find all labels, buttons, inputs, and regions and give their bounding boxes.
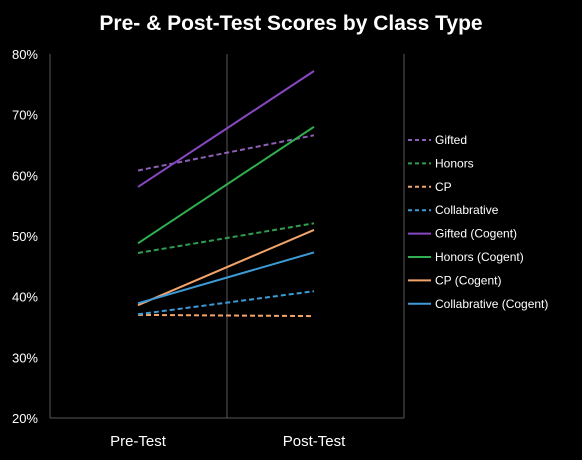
- y-tick-label: 40%: [12, 290, 38, 305]
- series-line: [137, 70, 315, 188]
- legend-label: Collabrative: [435, 203, 499, 217]
- legend-label: Honors: [435, 156, 474, 170]
- y-tick-label: 60%: [12, 168, 38, 183]
- x-category-label: Post-Test: [283, 433, 346, 450]
- legend-label: CP: [435, 180, 452, 194]
- y-tick-label: 30%: [12, 350, 38, 365]
- legend-label: Honors (Cogent): [435, 250, 524, 264]
- series-line: [137, 134, 315, 172]
- legend-label: CP (Cogent): [435, 273, 501, 287]
- series-line: [137, 125, 315, 245]
- y-tick-label: 20%: [12, 411, 38, 426]
- y-tick-label: 50%: [12, 229, 38, 244]
- y-axis-ticks: 20% 30% 40% 50% 60% 70% 80%: [12, 47, 38, 426]
- series-line: [137, 313, 315, 318]
- series-line: [137, 290, 315, 316]
- legend-label: Gifted: [435, 133, 467, 147]
- chart-title: Pre- & Post-Test Scores by Class Type: [99, 12, 482, 35]
- series-line: [137, 222, 315, 254]
- x-axis-categories: Pre-Test Post-Test: [110, 433, 346, 450]
- y-tick-label: 80%: [12, 47, 38, 62]
- legend-label: Gifted (Cogent): [435, 227, 517, 241]
- legend-label: Collabrative (Cogent): [435, 297, 548, 311]
- legend: Gifted Honors CP Collabrative Gifted (Cogent…: [408, 133, 548, 311]
- series-line: [137, 228, 315, 307]
- y-tick-label: 70%: [12, 108, 38, 123]
- series-line: [137, 251, 315, 305]
- series-lines: [137, 70, 315, 318]
- x-category-label: Pre-Test: [110, 433, 167, 450]
- plot-area: [49, 54, 405, 419]
